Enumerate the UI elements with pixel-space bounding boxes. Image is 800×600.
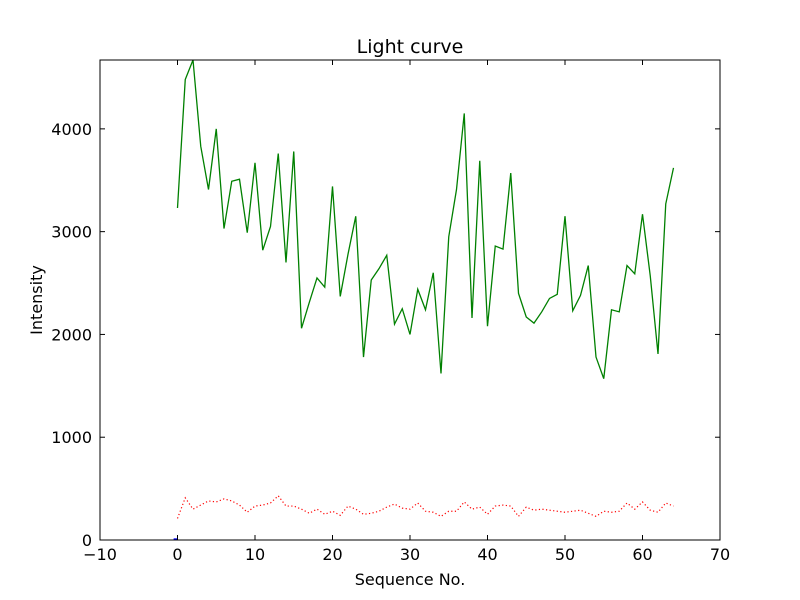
x-tick-label: 70: [710, 545, 730, 564]
x-tick-label: −10: [83, 545, 117, 564]
y-tick-label: 3000: [51, 223, 92, 242]
y-tick-label: 0: [82, 531, 92, 550]
x-tick-label: 10: [245, 545, 265, 564]
chart-title: Light curve: [357, 36, 464, 58]
y-tick-label: 2000: [51, 325, 92, 344]
y-tick-label: 1000: [51, 428, 92, 447]
x-axis-title: Sequence No.: [355, 570, 466, 589]
x-tick-label: 40: [477, 545, 497, 564]
x-tick-label: 50: [555, 545, 575, 564]
x-tick-label: 0: [172, 545, 182, 564]
y-tick-label: 4000: [51, 120, 92, 139]
x-tick-label: 20: [322, 545, 342, 564]
series-layer: [173, 60, 675, 540]
series-line-1: [176, 60, 675, 379]
y-axis-title: Intensity: [27, 265, 46, 335]
series-line-2: [176, 494, 674, 519]
x-tick-label: 30: [400, 545, 420, 564]
x-tick-label: 60: [632, 545, 652, 564]
